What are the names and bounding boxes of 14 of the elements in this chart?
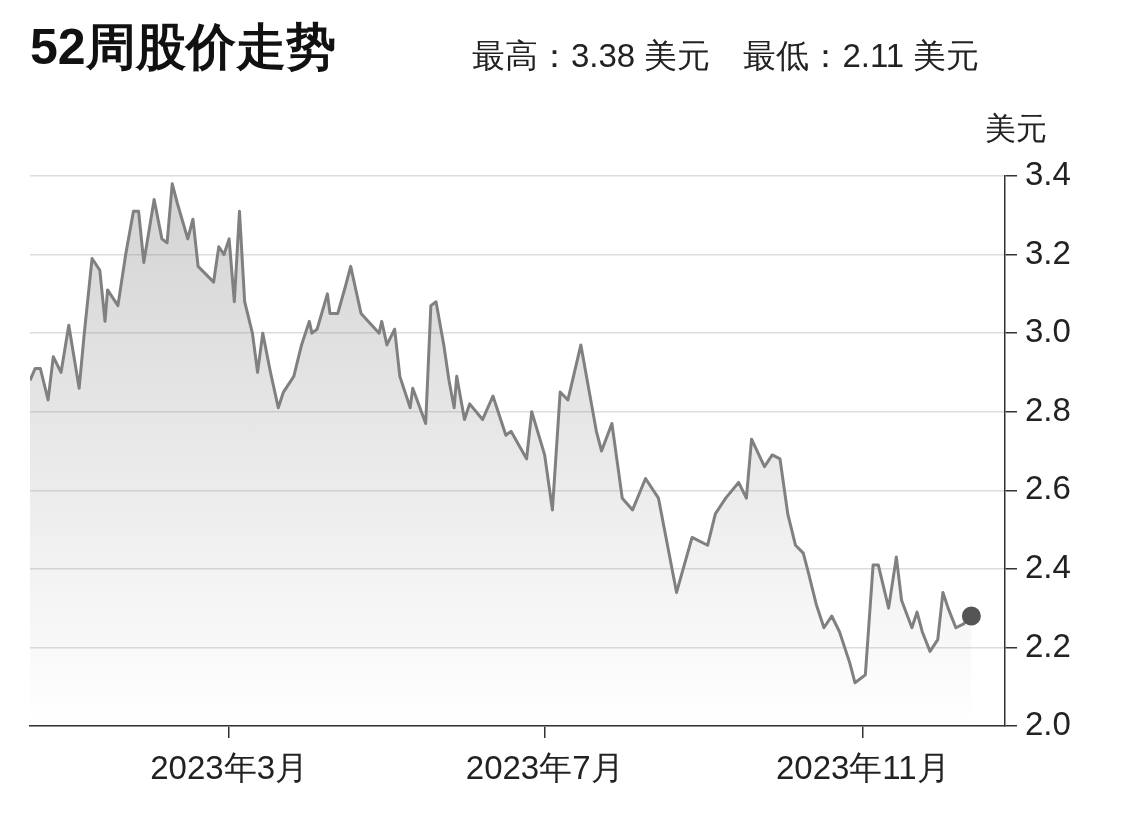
y-tick-label: 2.4 (1025, 547, 1071, 585)
x-tick-label: 2023年7月 (465, 748, 624, 786)
y-tick-label: 2.8 (1025, 390, 1071, 428)
x-tick-label: 2023年11月 (775, 748, 950, 786)
y-tick-label: 3.2 (1025, 233, 1071, 271)
y-tick-label: 2.0 (1025, 705, 1071, 743)
y-tick-label: 2.6 (1025, 469, 1071, 507)
x-tick-label: 2023年3月 (150, 748, 309, 786)
chart-subtitle: 最高：3.38 美元 最低：2.11 美元 (472, 36, 980, 76)
y-axis-title: 美元 (985, 110, 1047, 148)
y-tick-label: 3.4 (1025, 155, 1071, 193)
chart-title: 52周股价走势 (30, 18, 336, 77)
y-tick-label: 3.0 (1025, 312, 1071, 350)
y-tick-label: 2.2 (1025, 626, 1071, 664)
